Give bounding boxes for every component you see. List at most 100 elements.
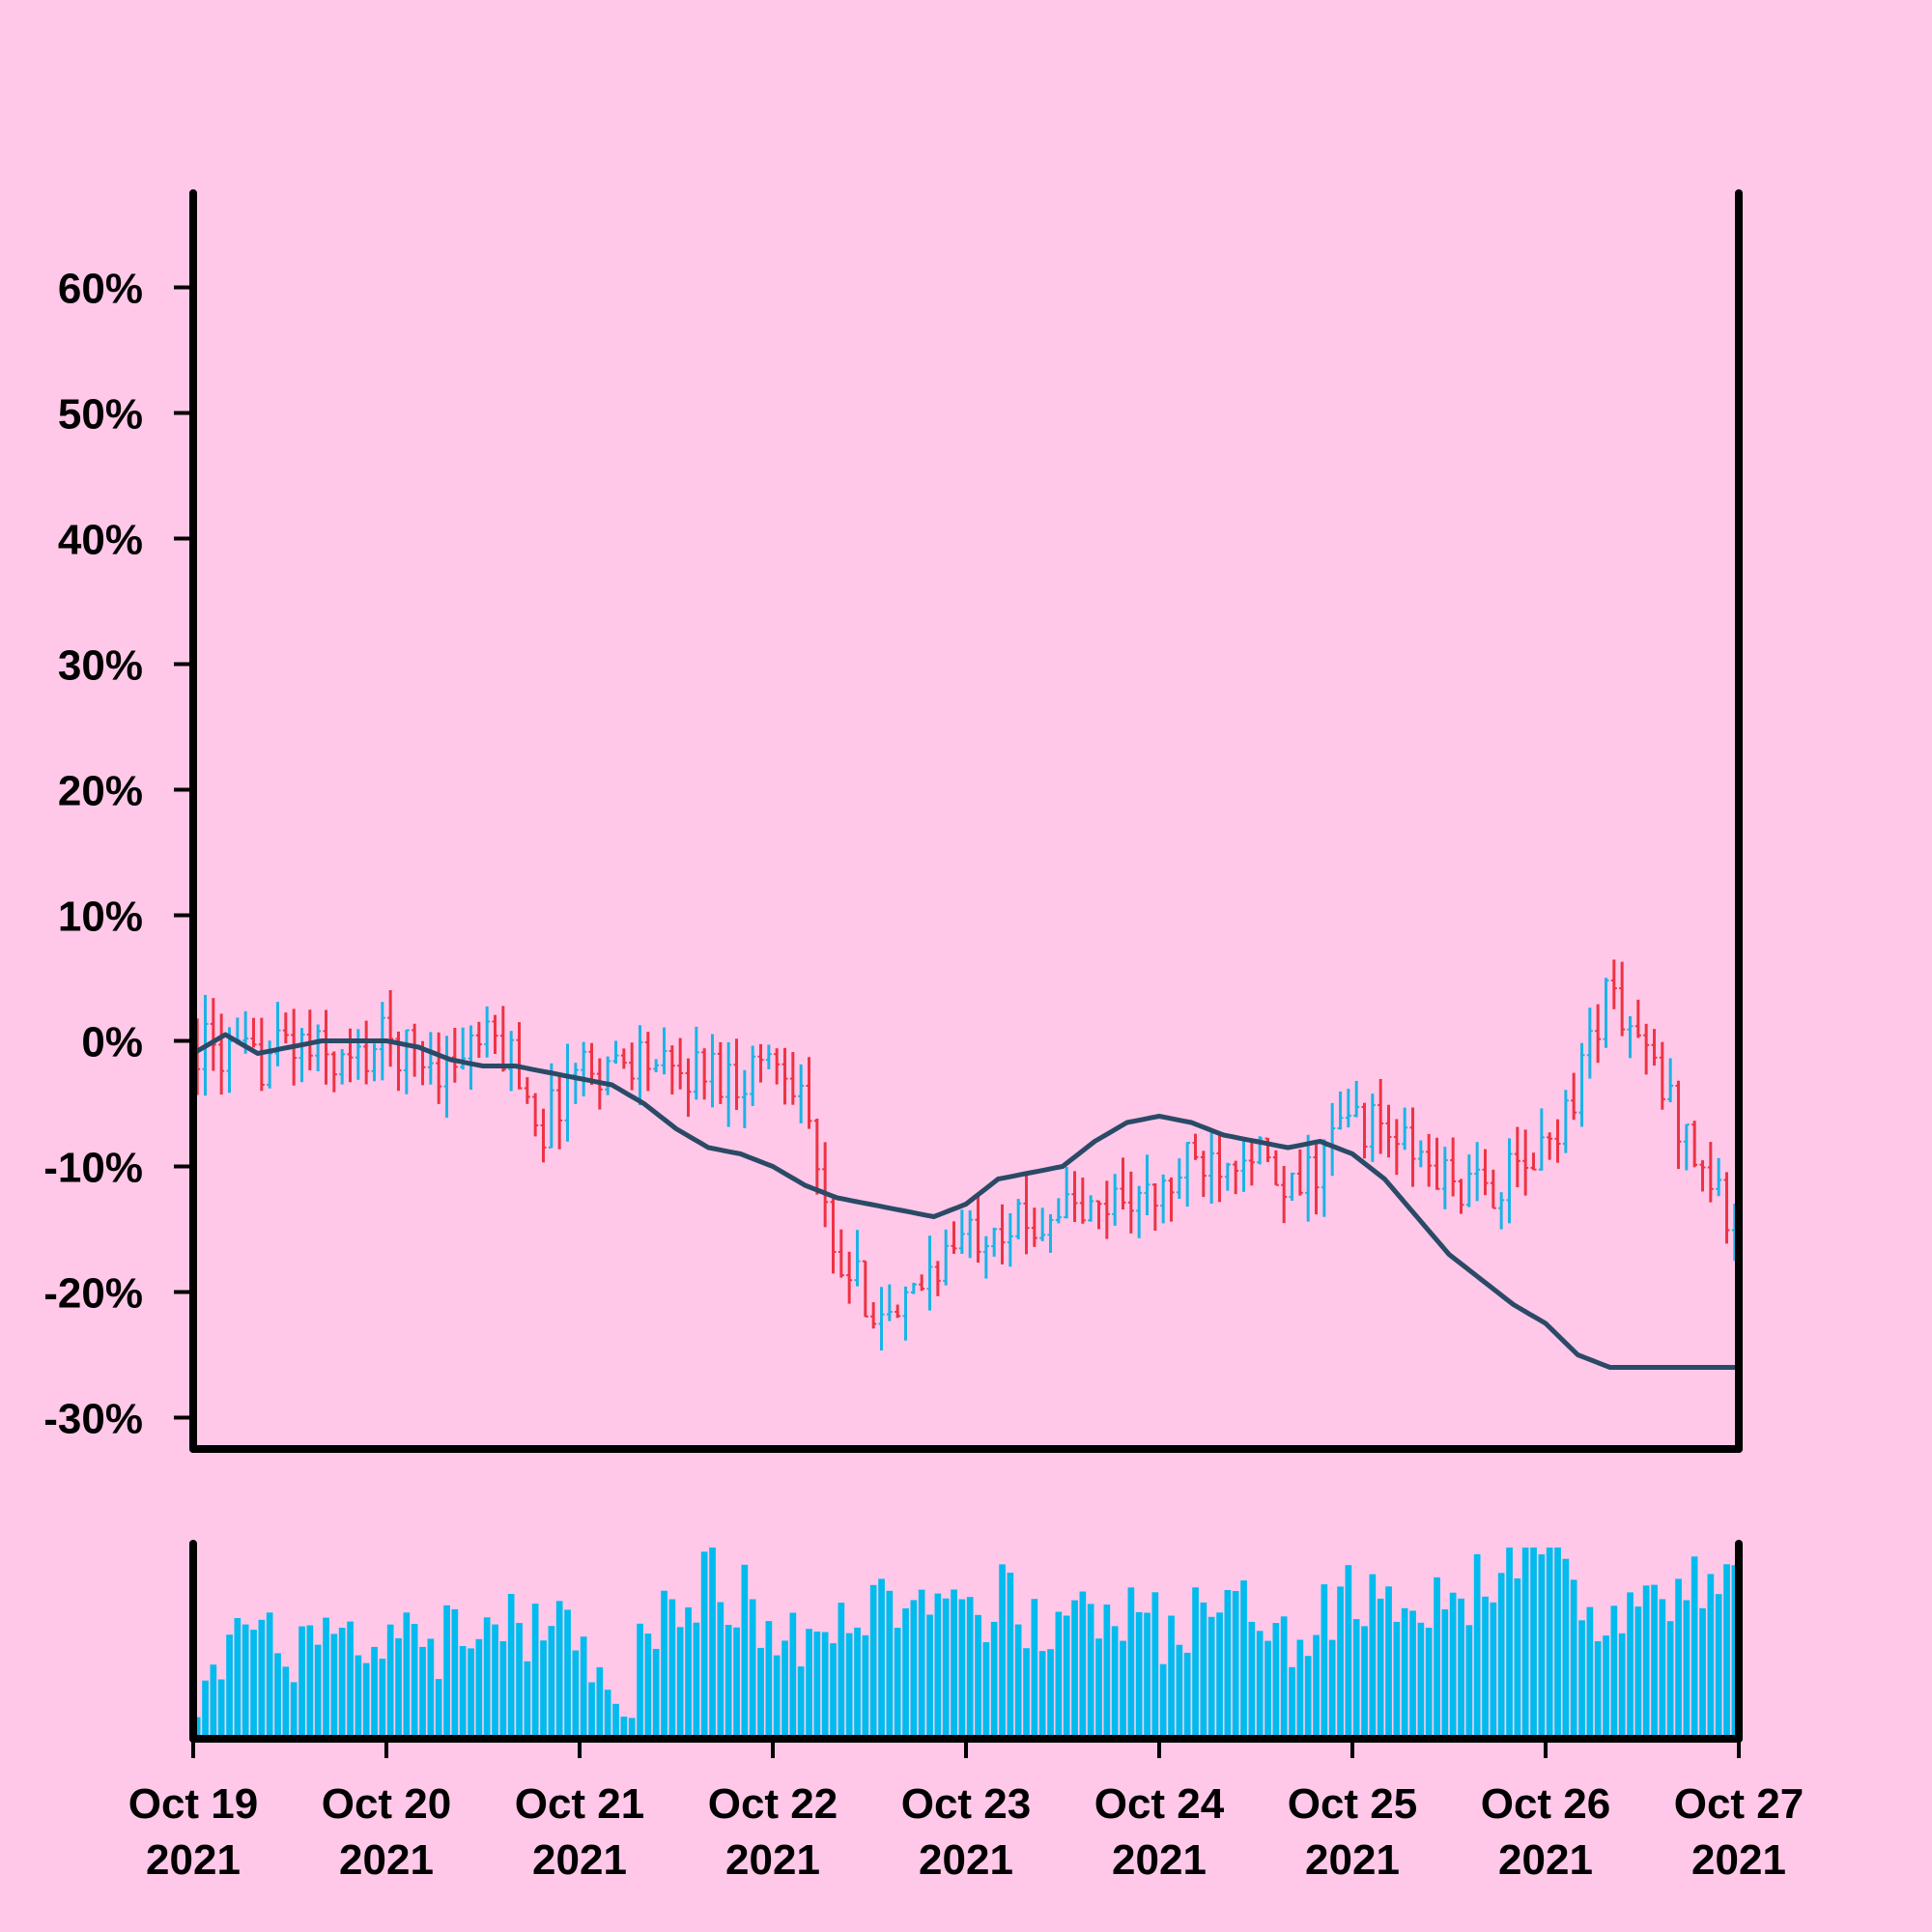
volume-bar: [1031, 1599, 1038, 1739]
volume-bar: [1240, 1580, 1247, 1739]
price-bars-group: [194, 959, 1738, 1351]
volume-bar: [217, 1679, 225, 1739]
volume-bar: [1369, 1574, 1377, 1739]
volume-bar: [468, 1648, 474, 1739]
x-tick-label-year: 2021: [919, 1836, 1013, 1884]
volume-bar: [676, 1627, 684, 1739]
x-tick-label-date: Oct 27: [1674, 1780, 1804, 1828]
volume-bar: [1023, 1648, 1030, 1739]
volume-bar: [781, 1640, 788, 1739]
volume-bar: [1578, 1620, 1585, 1739]
x-tick-label-year: 2021: [339, 1836, 434, 1884]
volume-bar: [596, 1667, 604, 1739]
volume-bar: [1079, 1591, 1087, 1739]
volume-bar: [330, 1634, 338, 1739]
y-tick-label: 10%: [58, 894, 143, 941]
volume-bar: [226, 1634, 233, 1739]
volume-bar: [1506, 1548, 1513, 1739]
volume-bar: [926, 1614, 933, 1739]
volume-bar: [765, 1621, 773, 1739]
volume-bar: [1071, 1600, 1078, 1739]
axes-group: [174, 189, 1743, 1758]
volume-bar: [1651, 1584, 1658, 1739]
volume-bar: [1715, 1594, 1722, 1739]
volume-bar: [821, 1632, 829, 1739]
volume-bar: [1377, 1598, 1384, 1739]
volume-bar: [1594, 1641, 1602, 1739]
volume-bar: [427, 1638, 435, 1739]
volume-bar: [749, 1599, 756, 1739]
volume-bar: [1007, 1573, 1014, 1739]
x-tick-label-date: Oct 24: [1094, 1780, 1225, 1828]
volume-bar: [1723, 1564, 1730, 1739]
volume-bar: [210, 1664, 217, 1739]
volume-bar: [386, 1624, 394, 1739]
volume-bar: [1385, 1586, 1392, 1739]
volume-bar: [1144, 1612, 1151, 1739]
volume-bar: [1603, 1635, 1609, 1739]
volume-bar: [323, 1617, 329, 1739]
volume-bar: [661, 1590, 668, 1739]
volume-bar: [918, 1589, 925, 1739]
moving-average-line: [191, 1032, 1739, 1370]
volume-bar: [1151, 1592, 1159, 1739]
volume-bar: [1409, 1610, 1416, 1739]
volume-bar: [371, 1646, 378, 1739]
volume-bar: [612, 1703, 619, 1739]
volume-bar: [709, 1548, 716, 1739]
volume-bar: [951, 1589, 957, 1739]
volume-bar: [1586, 1606, 1594, 1739]
volume-bar: [1289, 1666, 1295, 1739]
volume-bar: [1135, 1611, 1143, 1739]
volume-bar: [894, 1628, 901, 1739]
volume-bar: [443, 1605, 450, 1739]
volume-bar: [475, 1638, 483, 1739]
volume-bar: [1465, 1625, 1473, 1739]
volume-bar: [717, 1602, 724, 1739]
volume-bar: [540, 1640, 547, 1739]
volume-bar: [483, 1617, 491, 1739]
y-tick-label: 50%: [58, 391, 143, 439]
volume-bar: [838, 1603, 845, 1739]
volume-bar: [773, 1655, 781, 1739]
volume-bar: [1345, 1565, 1352, 1739]
volume-bar: [693, 1622, 700, 1739]
volume-bar: [258, 1619, 266, 1739]
volume-bar: [999, 1564, 1006, 1739]
volume-bar: [1490, 1602, 1497, 1739]
volume-bar: [1296, 1639, 1304, 1739]
volume-bar: [1232, 1591, 1239, 1739]
volume-bar: [1659, 1599, 1666, 1739]
volume-bar: [1562, 1558, 1570, 1739]
volume-bar: [411, 1624, 418, 1739]
volume-bar: [942, 1598, 950, 1739]
volume-bar: [555, 1601, 563, 1739]
x-tick-label-date: Oct 21: [515, 1780, 645, 1828]
y-tick-label: -30%: [43, 1396, 143, 1443]
volume-bar: [499, 1641, 507, 1739]
volume-bar: [862, 1634, 869, 1739]
volume-bar: [548, 1626, 555, 1739]
volume-bar: [451, 1608, 459, 1739]
volume-bar: [934, 1593, 942, 1739]
volume-bar: [1441, 1609, 1449, 1739]
volume-bar: [1425, 1628, 1433, 1739]
x-tick-label-date: Oct 19: [128, 1780, 259, 1828]
y-tick-label: 20%: [58, 768, 143, 815]
x-tick-label-date: Oct 25: [1288, 1780, 1418, 1828]
volume-bar: [902, 1608, 909, 1739]
x-tick-label-year: 2021: [1498, 1836, 1593, 1884]
x-tick-label-year: 2021: [146, 1836, 241, 1884]
volume-bar: [1159, 1663, 1167, 1739]
volume-bar: [1103, 1605, 1111, 1739]
volume-bar: [797, 1666, 805, 1739]
volume-bar: [1328, 1639, 1336, 1739]
volume-bar: [1497, 1573, 1505, 1739]
volume-bar: [1248, 1621, 1256, 1739]
volume-bar: [1618, 1633, 1626, 1739]
volume-bar: [1063, 1615, 1070, 1739]
volume-bar: [741, 1564, 749, 1739]
volume-bar: [1401, 1607, 1408, 1739]
volume-bar: [202, 1680, 209, 1739]
